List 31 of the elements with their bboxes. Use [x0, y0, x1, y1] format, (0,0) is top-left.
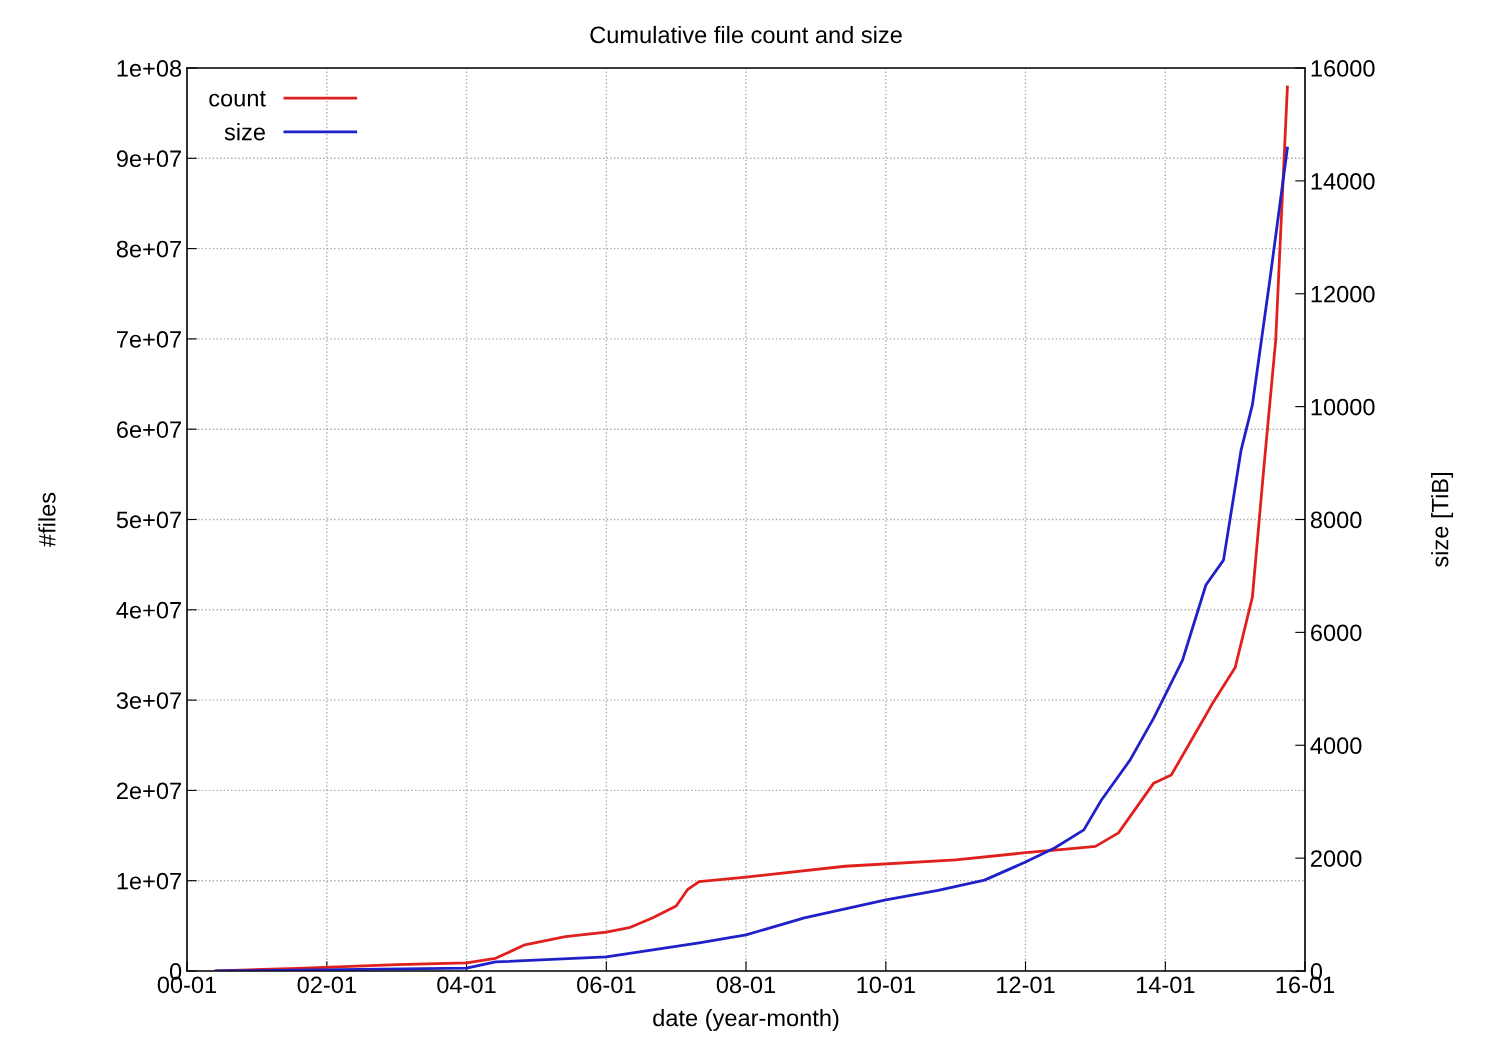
x-tick-label: 04-01 — [437, 976, 496, 994]
chart-title: Cumulative file count and size — [590, 25, 902, 44]
y-tick-label: 1e+07 — [117, 872, 181, 890]
x-axis-title: date (year-month) — [653, 1008, 839, 1031]
y2-tick-label: 12000 — [1311, 285, 1375, 303]
y-tick-label: 8e+07 — [116, 240, 181, 258]
legend-label: size — [224, 123, 265, 141]
x-tick-label: 12-01 — [997, 976, 1055, 994]
y-tick-label: 9e+07 — [116, 150, 181, 168]
x-tick-label: 06-01 — [577, 976, 636, 994]
y2-tick-label: 10000 — [1311, 398, 1375, 416]
x-tick-label: 08-01 — [716, 976, 776, 994]
x-tick-label: 02-01 — [297, 976, 356, 994]
y-tick-label: 3e+07 — [116, 692, 181, 709]
legend-label: count — [209, 91, 266, 107]
y-tick-label: 6e+07 — [117, 421, 181, 438]
x-tick-label: 10-01 — [857, 976, 915, 994]
y2-tick-label: 6000 — [1311, 624, 1362, 642]
y-axis-title: #files — [38, 492, 56, 547]
y2-tick-label: 4000 — [1310, 737, 1362, 755]
x-tick-label: 14-01 — [1136, 976, 1195, 994]
y2-tick-label: 14000 — [1311, 172, 1375, 190]
y-tick-label: 5e+07 — [116, 511, 181, 529]
y2-tick-label: 16000 — [1311, 60, 1375, 77]
y-tick-label: 2e+07 — [117, 782, 181, 800]
y2-tick-label: 8000 — [1310, 511, 1362, 529]
y-tick-label: 7e+07 — [117, 330, 181, 348]
y-tick-label: 4e+07 — [116, 601, 181, 619]
y2-axis-title: size [TiB] — [1431, 473, 1454, 567]
y-tick-label: 1e+08 — [117, 60, 182, 77]
y2-tick-label: 2000 — [1311, 850, 1362, 867]
